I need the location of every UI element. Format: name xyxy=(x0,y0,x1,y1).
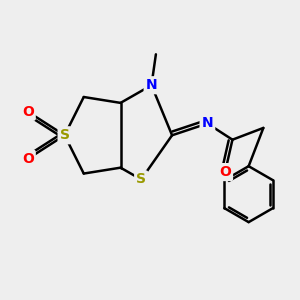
Text: O: O xyxy=(219,165,231,179)
Text: O: O xyxy=(22,105,34,119)
Text: S: S xyxy=(60,128,70,142)
Text: O: O xyxy=(22,152,34,166)
Text: N: N xyxy=(202,116,213,130)
Text: N: N xyxy=(146,78,157,92)
Text: S: S xyxy=(136,172,146,186)
